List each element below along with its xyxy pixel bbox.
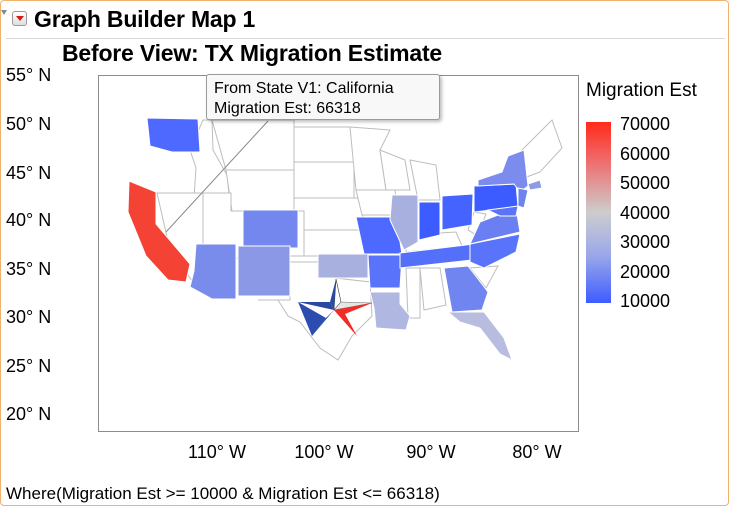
legend-label: 70000 [620, 114, 671, 134]
tooltip-value-line: Migration Est: 66318 [214, 100, 361, 117]
y-tick-label: 30° N [6, 307, 52, 327]
state-outline-michigan [409, 159, 441, 201]
state-outline-kansas [303, 229, 367, 257]
chart-title: Before View: TX Migration Estimate [62, 40, 443, 66]
state-maryland[interactable] [486, 205, 519, 217]
state-illinois[interactable] [389, 194, 419, 251]
legend-label: 20000 [620, 262, 671, 282]
y-tick-label: 55° N [6, 65, 52, 85]
state-outline-oklahoma-panhandle [289, 255, 319, 263]
legend-label: 40000 [620, 203, 671, 223]
state-new-jersey[interactable] [517, 187, 529, 209]
state-outline-montana [211, 119, 295, 171]
legend-title: Migration Est [586, 80, 697, 101]
x-tick-label: 110° W [188, 442, 246, 462]
x-tick-label: 100° W [294, 442, 354, 462]
x-tick-label: 90° W [406, 442, 456, 462]
where-filter-text: Where(Migration Est >= 10000 & Migration… [6, 484, 440, 503]
state-colorado[interactable] [242, 209, 299, 249]
state-connecticut-area[interactable] [527, 179, 543, 191]
state-north-carolina[interactable] [469, 233, 521, 269]
state-outline-wisconsin [379, 149, 411, 191]
legend-color-gradient[interactable] [586, 122, 611, 303]
state-arkansas[interactable] [367, 254, 403, 289]
state-florida[interactable] [446, 311, 513, 362]
state-fills [127, 117, 543, 362]
report-title: Graph Builder Map 1 [34, 6, 256, 32]
state-outline-alabama [419, 267, 447, 311]
state-outline-wyoming [225, 169, 295, 212]
state-new-york[interactable] [477, 149, 529, 193]
legend-label: 10000 [620, 291, 671, 311]
y-tick-label: 50° N [6, 114, 52, 134]
tooltip-state-line: From State V1: California [214, 80, 394, 97]
state-outline-mississippi [405, 267, 421, 319]
state-indiana[interactable] [418, 201, 441, 241]
outline-disclosure-icon[interactable] [1, 10, 7, 15]
state-georgia[interactable] [443, 265, 489, 313]
state-washington[interactable] [146, 117, 201, 153]
legend-label: 50000 [620, 173, 671, 193]
legend-label: 60000 [620, 144, 671, 164]
legend-label: 30000 [620, 232, 671, 252]
red-triangle-menu-button[interactable] [12, 11, 27, 26]
y-tick-label: 40° N [6, 210, 52, 230]
y-tick-label: 35° N [6, 259, 52, 279]
header-divider [6, 38, 725, 39]
tooltip-pointer-line [165, 120, 269, 233]
state-california[interactable] [127, 180, 191, 283]
x-tick-label: 80° W [512, 442, 562, 462]
state-oklahoma[interactable] [317, 253, 369, 279]
y-tick-label: 20° N [6, 404, 52, 424]
y-tick-label: 45° N [6, 163, 52, 183]
hover-tooltip: From State V1: California Migration Est:… [206, 74, 440, 120]
state-new-mexico[interactable] [237, 245, 291, 297]
state-louisiana[interactable] [369, 291, 411, 331]
y-tick-label: 25° N [6, 356, 52, 376]
state-outline-south-dakota [293, 161, 355, 199]
state-outline-north-dakota [293, 126, 355, 163]
state-ohio[interactable] [441, 193, 474, 231]
state-arizona[interactable] [189, 243, 237, 300]
texas-star-icon[interactable] [298, 278, 373, 336]
state-outline-nebraska [293, 197, 367, 231]
state-outline-new-england [521, 119, 563, 179]
